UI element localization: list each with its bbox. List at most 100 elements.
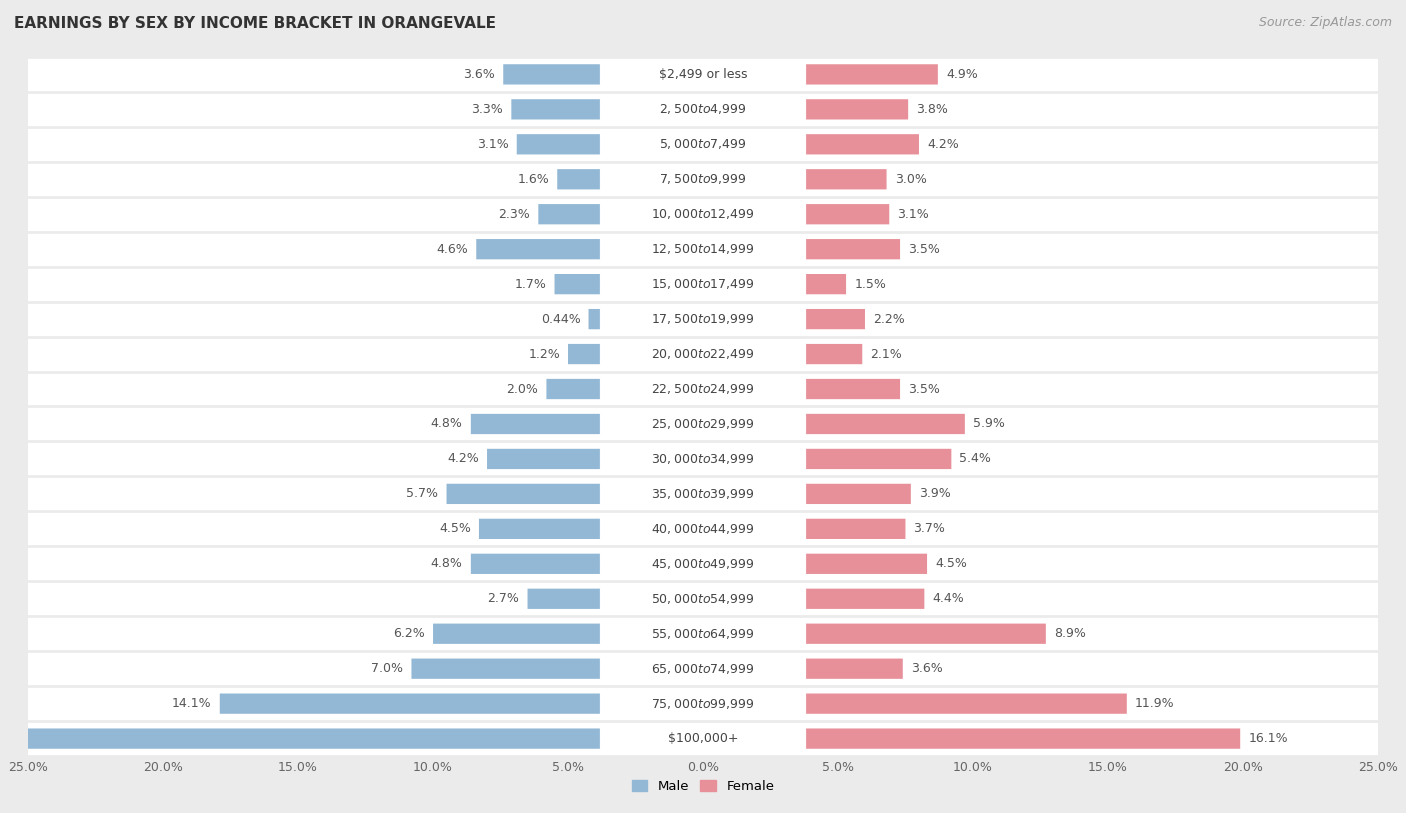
FancyBboxPatch shape (806, 484, 911, 504)
FancyBboxPatch shape (600, 448, 806, 470)
Text: 3.0%: 3.0% (894, 173, 927, 185)
FancyBboxPatch shape (28, 127, 1378, 162)
Text: 2.2%: 2.2% (873, 313, 905, 325)
Text: 1.7%: 1.7% (515, 278, 547, 290)
FancyBboxPatch shape (600, 273, 806, 295)
Text: EARNINGS BY SEX BY INCOME BRACKET IN ORANGEVALE: EARNINGS BY SEX BY INCOME BRACKET IN ORA… (14, 16, 496, 31)
FancyBboxPatch shape (28, 372, 1378, 406)
FancyBboxPatch shape (28, 92, 1378, 127)
FancyBboxPatch shape (28, 267, 1378, 302)
FancyBboxPatch shape (538, 204, 600, 224)
Text: 4.8%: 4.8% (430, 418, 463, 430)
Text: $7,500 to $9,999: $7,500 to $9,999 (659, 172, 747, 186)
Text: 4.2%: 4.2% (447, 453, 479, 465)
Text: 2.0%: 2.0% (506, 383, 538, 395)
Text: 3.1%: 3.1% (897, 208, 929, 220)
FancyBboxPatch shape (477, 239, 600, 259)
FancyBboxPatch shape (517, 134, 600, 154)
Text: $35,000 to $39,999: $35,000 to $39,999 (651, 487, 755, 501)
FancyBboxPatch shape (600, 168, 806, 190)
Text: $45,000 to $49,999: $45,000 to $49,999 (651, 557, 755, 571)
FancyBboxPatch shape (806, 589, 924, 609)
Text: 0.44%: 0.44% (541, 313, 581, 325)
FancyBboxPatch shape (527, 589, 600, 609)
Text: 3.5%: 3.5% (908, 243, 941, 255)
FancyBboxPatch shape (600, 203, 806, 225)
Text: 3.8%: 3.8% (917, 103, 948, 115)
Text: 2.3%: 2.3% (499, 208, 530, 220)
FancyBboxPatch shape (486, 449, 600, 469)
FancyBboxPatch shape (600, 483, 806, 505)
Text: 2.7%: 2.7% (488, 593, 519, 605)
Text: $2,499 or less: $2,499 or less (659, 68, 747, 80)
FancyBboxPatch shape (600, 413, 806, 435)
Text: Source: ZipAtlas.com: Source: ZipAtlas.com (1258, 16, 1392, 29)
Text: $15,000 to $17,499: $15,000 to $17,499 (651, 277, 755, 291)
Text: $25,000 to $29,999: $25,000 to $29,999 (651, 417, 755, 431)
Text: $10,000 to $12,499: $10,000 to $12,499 (651, 207, 755, 221)
FancyBboxPatch shape (806, 344, 862, 364)
FancyBboxPatch shape (806, 554, 927, 574)
Text: 8.9%: 8.9% (1054, 628, 1085, 640)
FancyBboxPatch shape (479, 519, 600, 539)
Text: $75,000 to $99,999: $75,000 to $99,999 (651, 697, 755, 711)
Text: 11.9%: 11.9% (1135, 698, 1174, 710)
Text: 4.2%: 4.2% (927, 138, 959, 150)
Text: 3.6%: 3.6% (464, 68, 495, 80)
FancyBboxPatch shape (806, 519, 905, 539)
Text: 3.9%: 3.9% (920, 488, 950, 500)
Text: 7.0%: 7.0% (371, 663, 404, 675)
Text: $50,000 to $54,999: $50,000 to $54,999 (651, 592, 755, 606)
Text: $20,000 to $22,499: $20,000 to $22,499 (651, 347, 755, 361)
Text: $17,500 to $19,999: $17,500 to $19,999 (651, 312, 755, 326)
Text: $30,000 to $34,999: $30,000 to $34,999 (651, 452, 755, 466)
FancyBboxPatch shape (600, 518, 806, 540)
FancyBboxPatch shape (28, 546, 1378, 581)
FancyBboxPatch shape (503, 64, 600, 85)
FancyBboxPatch shape (806, 204, 889, 224)
FancyBboxPatch shape (219, 693, 600, 714)
FancyBboxPatch shape (28, 721, 1378, 756)
FancyBboxPatch shape (600, 308, 806, 330)
FancyBboxPatch shape (589, 309, 600, 329)
Text: 3.3%: 3.3% (471, 103, 503, 115)
FancyBboxPatch shape (28, 162, 1378, 197)
FancyBboxPatch shape (806, 99, 908, 120)
Text: 5.4%: 5.4% (959, 453, 991, 465)
Text: $12,500 to $14,999: $12,500 to $14,999 (651, 242, 755, 256)
FancyBboxPatch shape (28, 302, 1378, 337)
Text: 14.1%: 14.1% (172, 698, 212, 710)
Text: 6.2%: 6.2% (394, 628, 425, 640)
FancyBboxPatch shape (806, 134, 920, 154)
FancyBboxPatch shape (447, 484, 600, 504)
FancyBboxPatch shape (806, 169, 887, 189)
FancyBboxPatch shape (28, 57, 1378, 92)
FancyBboxPatch shape (471, 554, 600, 574)
FancyBboxPatch shape (600, 98, 806, 120)
FancyBboxPatch shape (568, 344, 600, 364)
Text: $100,000+: $100,000+ (668, 733, 738, 745)
FancyBboxPatch shape (806, 449, 952, 469)
FancyBboxPatch shape (28, 511, 1378, 546)
Text: 1.5%: 1.5% (855, 278, 886, 290)
Text: 4.9%: 4.9% (946, 68, 977, 80)
FancyBboxPatch shape (600, 238, 806, 260)
FancyBboxPatch shape (806, 309, 865, 329)
FancyBboxPatch shape (600, 553, 806, 575)
Legend: Male, Female: Male, Female (626, 775, 780, 798)
FancyBboxPatch shape (412, 659, 600, 679)
FancyBboxPatch shape (600, 623, 806, 645)
Text: 2.1%: 2.1% (870, 348, 903, 360)
Text: 3.5%: 3.5% (908, 383, 941, 395)
FancyBboxPatch shape (512, 99, 600, 120)
Text: 5.9%: 5.9% (973, 418, 1005, 430)
FancyBboxPatch shape (600, 728, 806, 750)
Text: 16.1%: 16.1% (1249, 733, 1288, 745)
Text: 4.5%: 4.5% (935, 558, 967, 570)
Text: $55,000 to $64,999: $55,000 to $64,999 (651, 627, 755, 641)
FancyBboxPatch shape (600, 133, 806, 155)
Text: $65,000 to $74,999: $65,000 to $74,999 (651, 662, 755, 676)
Text: 1.2%: 1.2% (529, 348, 560, 360)
FancyBboxPatch shape (433, 624, 600, 644)
FancyBboxPatch shape (806, 414, 965, 434)
